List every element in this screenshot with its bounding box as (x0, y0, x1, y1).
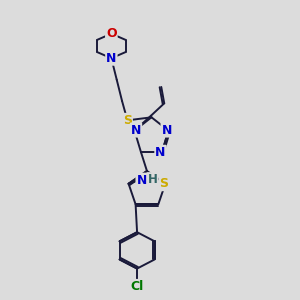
Text: O: O (106, 27, 117, 40)
Text: S: S (123, 114, 132, 127)
Text: N: N (131, 124, 141, 136)
Text: N: N (161, 124, 172, 136)
Text: N: N (136, 174, 147, 187)
Text: Cl: Cl (130, 280, 144, 293)
Text: N: N (106, 52, 116, 65)
Text: N: N (155, 146, 166, 159)
Text: H: H (147, 173, 157, 186)
Text: S: S (159, 177, 168, 190)
